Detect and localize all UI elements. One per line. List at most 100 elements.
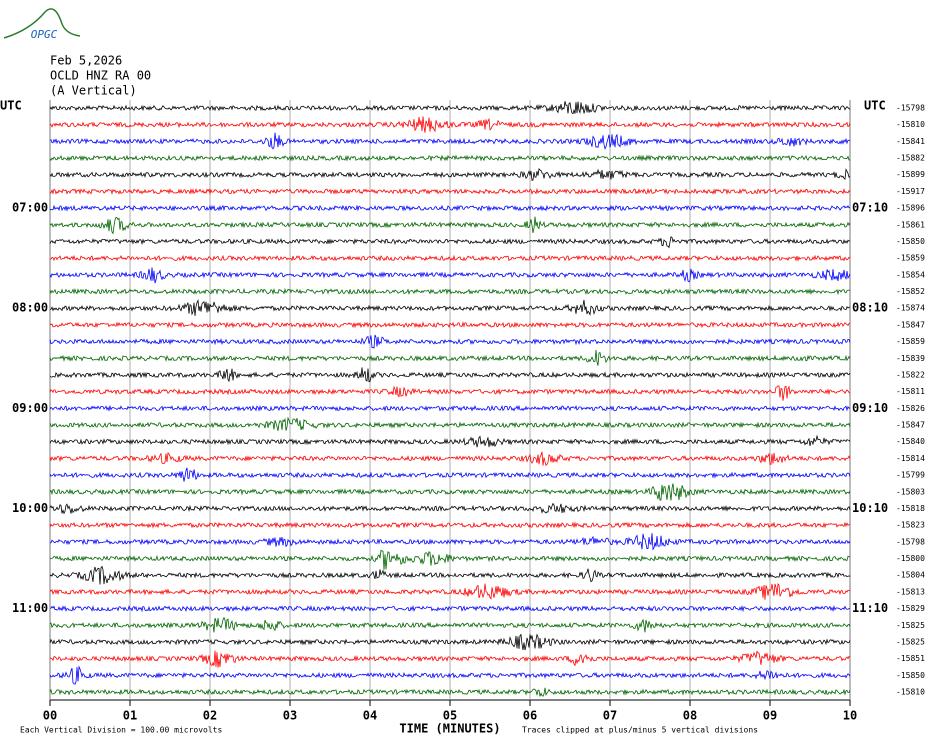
trace	[49, 521, 851, 529]
offset-label: -15841	[896, 137, 925, 146]
trace	[49, 154, 851, 162]
offset-label: -15851	[896, 654, 925, 663]
time-label-left: 07:00	[12, 201, 48, 215]
trace	[49, 616, 851, 633]
trace	[49, 502, 851, 515]
offset-label: -15896	[896, 204, 925, 213]
time-label-left: 11:00	[12, 601, 48, 615]
offset-label: -15811	[896, 387, 925, 396]
offset-label: -15826	[896, 404, 925, 413]
trace	[49, 299, 851, 317]
x-tick-label: 08	[683, 709, 697, 723]
trace	[49, 650, 851, 668]
trace	[49, 236, 851, 249]
time-label-left: 08:00	[12, 301, 48, 315]
offset-label: -15850	[896, 671, 925, 680]
time-label-left: 10:00	[12, 501, 48, 515]
trace	[49, 132, 851, 150]
offset-label: -15799	[896, 471, 925, 480]
offset-label: -15825	[896, 621, 925, 630]
offset-label: -15899	[896, 170, 925, 179]
offset-label: -15798	[896, 537, 925, 546]
x-tick-label: 03	[283, 709, 297, 723]
time-label-left: 09:00	[12, 401, 48, 415]
trace	[49, 321, 850, 329]
time-label-right: 07:10	[852, 201, 888, 215]
trace	[49, 633, 851, 651]
trace	[49, 367, 851, 383]
trace	[49, 565, 851, 585]
trace	[49, 287, 851, 296]
offset-label: -15882	[896, 154, 925, 163]
date: Feb 5,2026	[50, 54, 122, 68]
trace	[49, 267, 851, 284]
offset-label: -15800	[896, 554, 925, 563]
offset-label: -15814	[896, 454, 925, 463]
trace	[49, 404, 851, 412]
x-tick-label: 07	[603, 709, 617, 723]
x-tick-label: 00	[43, 709, 57, 723]
offset-label: -15850	[896, 237, 925, 246]
offset-label: -15852	[896, 287, 925, 296]
trace	[49, 216, 851, 235]
trace	[49, 665, 851, 685]
time-label-right: 08:10	[852, 301, 888, 315]
trace	[49, 204, 851, 212]
offset-label: -15847	[896, 320, 925, 329]
trace	[49, 254, 851, 262]
component: (A Vertical)	[50, 84, 137, 98]
trace	[49, 116, 851, 133]
trace	[49, 334, 851, 349]
trace	[49, 687, 851, 697]
x-tick-label: 01	[123, 709, 137, 723]
x-tick-label: 05	[443, 709, 457, 723]
trace	[49, 101, 851, 115]
offset-label: -15818	[896, 504, 925, 513]
trace	[49, 416, 851, 431]
trace	[50, 187, 851, 196]
offset-label: -15822	[896, 370, 925, 379]
trace	[49, 467, 851, 482]
utc-left: UTC	[0, 99, 22, 113]
logo-text: OPGC	[31, 28, 58, 41]
offset-label: -15803	[896, 487, 925, 496]
trace	[49, 533, 851, 551]
trace	[49, 483, 851, 501]
offset-label: -15810	[896, 120, 925, 129]
offset-label: -15861	[896, 220, 925, 229]
utc-right: UTC	[864, 99, 886, 113]
trace	[49, 434, 851, 448]
offset-label: -15810	[896, 688, 925, 697]
offset-label: -15847	[896, 421, 925, 430]
x-tick-label: 10	[843, 709, 857, 723]
x-axis-title: TIME (MINUTES)	[399, 722, 500, 736]
clip-note: Traces clipped at plus/minus 5 vertical …	[522, 726, 758, 735]
offset-label: -15917	[896, 187, 925, 196]
offset-label: -15840	[896, 437, 925, 446]
time-label-right: 11:10	[852, 601, 888, 615]
offset-label: -15859	[896, 337, 925, 346]
x-tick-label: 02	[203, 709, 217, 723]
x-tick-label: 04	[363, 709, 377, 723]
offset-label: -15829	[896, 604, 925, 613]
trace	[49, 549, 851, 570]
trace	[49, 385, 851, 401]
offset-label: -15839	[896, 354, 925, 363]
offset-label: -15823	[896, 521, 925, 530]
offset-label: -15874	[896, 304, 925, 313]
offset-label: -15859	[896, 254, 925, 263]
offset-label: -15813	[896, 587, 925, 596]
logo-swoosh	[3, 8, 81, 39]
offset-label: -15798	[896, 104, 925, 113]
trace	[49, 583, 851, 600]
offset-label: -15854	[896, 270, 925, 279]
trace	[49, 168, 851, 181]
station: OCLD HNZ RA 00	[50, 69, 151, 83]
time-label-right: 10:10	[852, 501, 888, 515]
time-label-right: 09:10	[852, 401, 888, 415]
scale-note: Each Vertical Division = 100.00 microvol…	[20, 726, 222, 735]
x-tick-label: 09	[763, 709, 777, 723]
trace	[49, 604, 850, 613]
offset-label: -15825	[896, 637, 925, 646]
